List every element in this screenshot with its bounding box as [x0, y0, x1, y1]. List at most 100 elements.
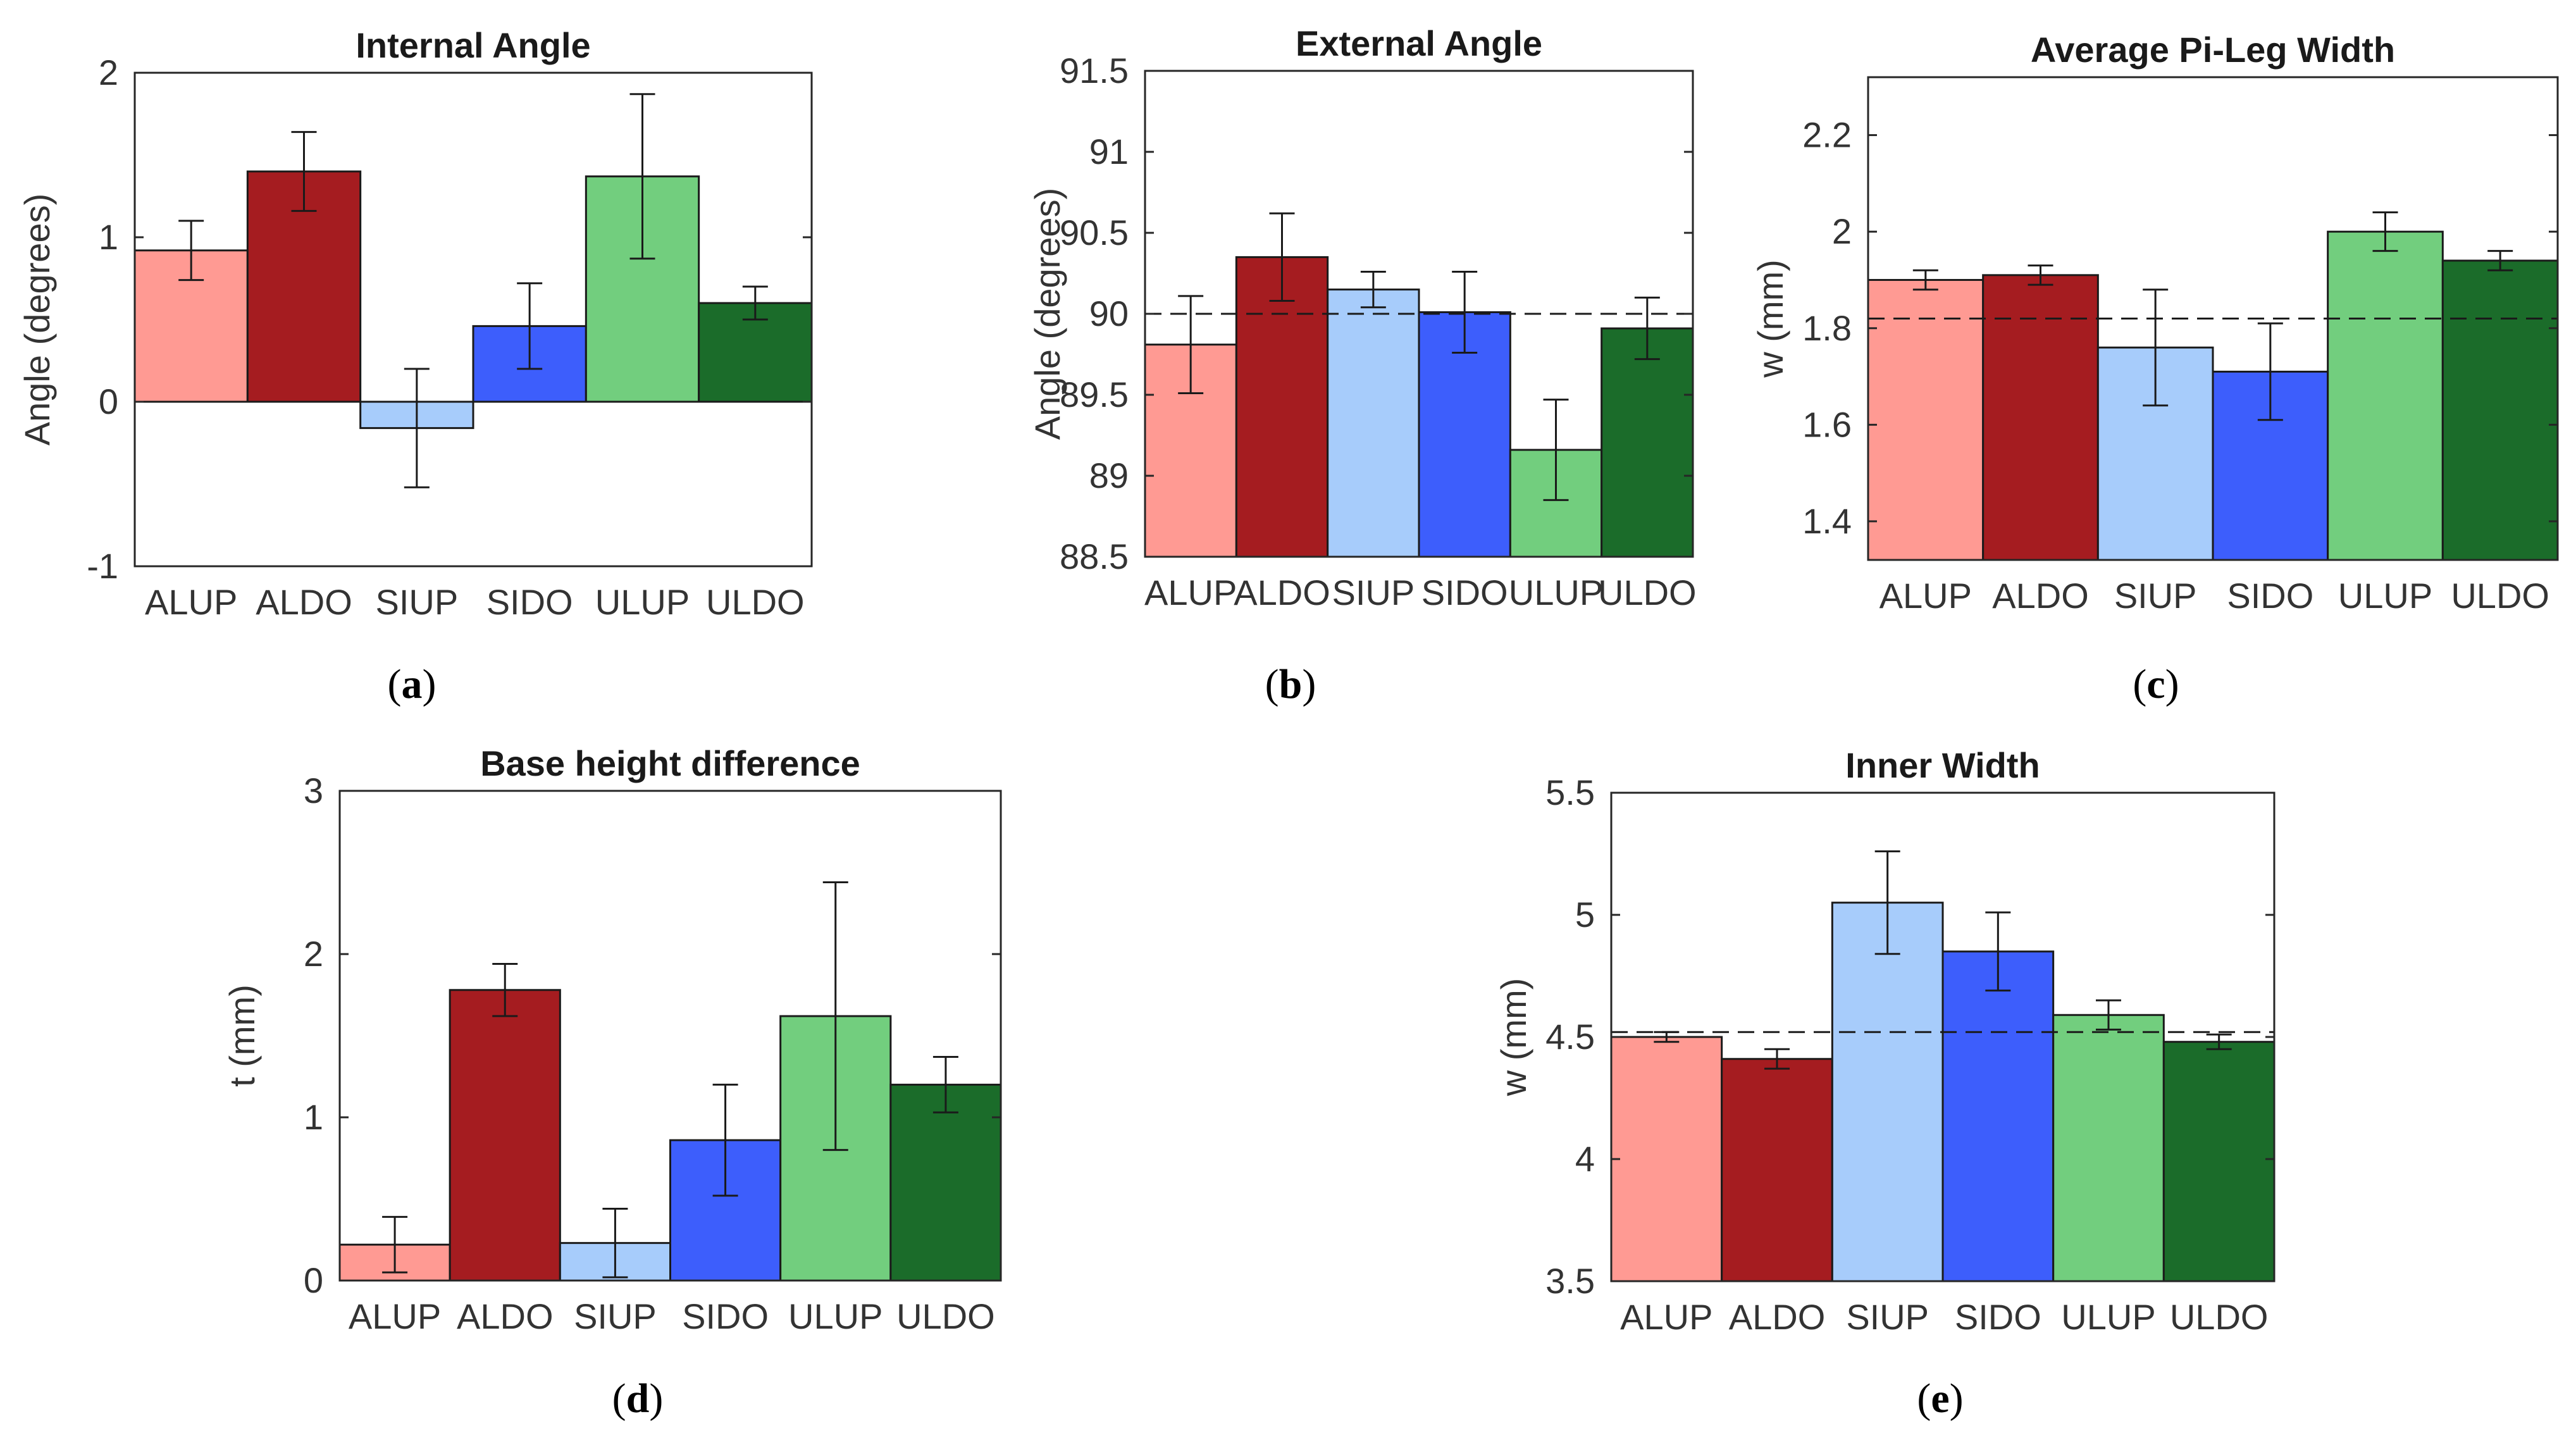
error-bar-uldo — [932, 1056, 958, 1114]
x-tick-label: ULDO — [2451, 576, 2549, 616]
x-tick-label: SIUP — [1846, 1297, 1929, 1337]
chart-panel-d: 0 1 2 3 ALUP ALDO SIUP SIDO ULUP ULDO Base height … — [222, 743, 1002, 1422]
subfigure-label-letter: d — [626, 1375, 650, 1422]
y-axis-label: Angle (degrees) — [1027, 188, 1067, 440]
bar-uldo — [1601, 327, 1694, 558]
error-bar-sido — [1985, 911, 2011, 992]
chart-title: Inner Width — [1845, 745, 2040, 785]
subfigure-label-letter: c — [2146, 661, 2165, 707]
y-tick-label: 1.4 — [1802, 501, 1852, 541]
y-tick-label: 88.5 — [1060, 537, 1129, 576]
chart-title: Base height difference — [480, 743, 860, 783]
subfigure-label: (b) — [1265, 661, 1316, 707]
subfigure-label-open: ( — [2133, 661, 2146, 707]
y-tick-label: 5 — [1575, 895, 1595, 934]
chart-title: Average Pi-Leg Width — [2031, 30, 2395, 70]
y-tick-label: 89 — [1089, 456, 1129, 495]
error-bar-uldo — [1634, 296, 1660, 361]
chart-title: Internal Angle — [356, 25, 590, 65]
x-tick-label: ULUP — [2338, 576, 2432, 616]
x-tick-label: ALUP — [1144, 573, 1237, 612]
subfigure-label-close: ) — [1302, 661, 1316, 707]
error-bar-alup — [178, 220, 204, 282]
y-tick-label: 3 — [304, 771, 323, 810]
bar-siup — [1831, 902, 1944, 1282]
x-tick-label: ALDO — [1234, 573, 1330, 612]
x-tick-label: ALDO — [1992, 576, 2089, 616]
bar-uldo — [2441, 259, 2559, 561]
y-tick-label: 90 — [1089, 294, 1129, 333]
y-tick-label: 1.8 — [1802, 308, 1852, 348]
bar-alup — [1867, 278, 1985, 561]
subfigure-label-open: ( — [612, 1375, 626, 1422]
axes-frame — [338, 790, 1002, 1282]
chart-panel-e: 3.5 4 4.5 5 5.5 ALUP ALDO SIUP SIDO ULUP ULDO Inner… — [1494, 745, 2276, 1422]
y-tick-label: 90.5 — [1060, 213, 1129, 252]
x-tick-label: ALUP — [1620, 1297, 1712, 1337]
axes-frame — [1867, 76, 2559, 561]
subfigure-label-letter: b — [1279, 661, 1303, 707]
x-tick-label: ULUP — [788, 1296, 882, 1336]
x-tick-label: ULDO — [896, 1296, 995, 1336]
y-tick-label: 2 — [304, 934, 323, 974]
error-bar-aldo — [1269, 212, 1295, 302]
error-bar-siup — [1874, 850, 1900, 955]
error-bar-siup — [602, 1207, 628, 1279]
y-tick-label: -1 — [87, 546, 118, 586]
x-tick-label: ULDO — [706, 582, 805, 622]
subfigure-label-open: ( — [1265, 661, 1279, 707]
y-tick-label: 4.5 — [1545, 1017, 1595, 1057]
x-tick-label: ULDO — [1598, 573, 1697, 612]
y-tick-label: 4 — [1575, 1139, 1595, 1179]
error-bar-ulup — [2372, 211, 2398, 252]
x-tick-label: SIUP — [574, 1296, 657, 1336]
y-tick-label: 2 — [99, 53, 118, 92]
error-bar-uldo — [742, 285, 768, 321]
subfigure-label-open: ( — [1917, 1375, 1931, 1422]
bar-sido — [1941, 950, 2055, 1282]
error-bar-alup — [1178, 295, 1204, 394]
bar-ulup — [2327, 230, 2444, 561]
bar-aldo — [1982, 274, 2099, 561]
error-bar-uldo — [2487, 250, 2513, 271]
x-tick-label: ULUP — [595, 582, 690, 622]
chart-title: External Angle — [1296, 23, 1542, 63]
x-tick-label: ALUP — [1879, 576, 1972, 616]
subfigure-label: (d) — [612, 1375, 664, 1422]
y-tick-label: 1 — [304, 1097, 323, 1137]
y-tick-label: 1.6 — [1802, 404, 1852, 444]
x-tick-label: ALDO — [1729, 1297, 1826, 1337]
y-tick-label: 3.5 — [1545, 1261, 1595, 1301]
chart-panel-a: -1 0 1 2 ALUP ALDO SIUP SIDO ULUP ULDO Internal An… — [17, 25, 813, 707]
y-axis-label: w (mm) — [1750, 259, 1790, 378]
error-bar-aldo — [492, 962, 518, 1017]
x-tick-label: ULUP — [1509, 573, 1603, 612]
y-tick-label: 89.5 — [1060, 375, 1129, 414]
bar-uldo — [889, 1083, 1002, 1282]
x-tick-label: SIUP — [1332, 573, 1415, 612]
bar-alup — [1610, 1036, 1723, 1282]
bar-uldo — [2162, 1041, 2276, 1282]
error-bar-sido — [1452, 270, 1478, 354]
error-bar-sido — [2257, 322, 2283, 421]
error-bar-sido — [712, 1083, 738, 1197]
bar-aldo — [449, 989, 561, 1282]
x-tick-label: ALUP — [349, 1296, 441, 1336]
y-axis-label: w (mm) — [1494, 978, 1533, 1097]
x-tick-label: ALDO — [457, 1296, 554, 1336]
subfigure-label-letter: e — [1931, 1375, 1949, 1422]
x-tick-label: ALUP — [145, 582, 237, 622]
error-bar-sido — [517, 282, 543, 370]
y-tick-label: 2.2 — [1802, 115, 1852, 155]
bar-ulup — [2052, 1014, 2165, 1282]
x-tick-label: SIDO — [1421, 573, 1508, 612]
x-tick-label: SIDO — [486, 582, 573, 622]
x-tick-label: ALDO — [256, 582, 352, 622]
y-tick-label: 2 — [1832, 211, 1852, 251]
y-tick-label: 91 — [1089, 132, 1129, 171]
x-tick-label: ULUP — [2061, 1297, 2155, 1337]
error-bar-aldo — [291, 131, 317, 212]
y-tick-label: 1 — [99, 217, 118, 257]
y-axis-label: t (mm) — [222, 984, 262, 1087]
